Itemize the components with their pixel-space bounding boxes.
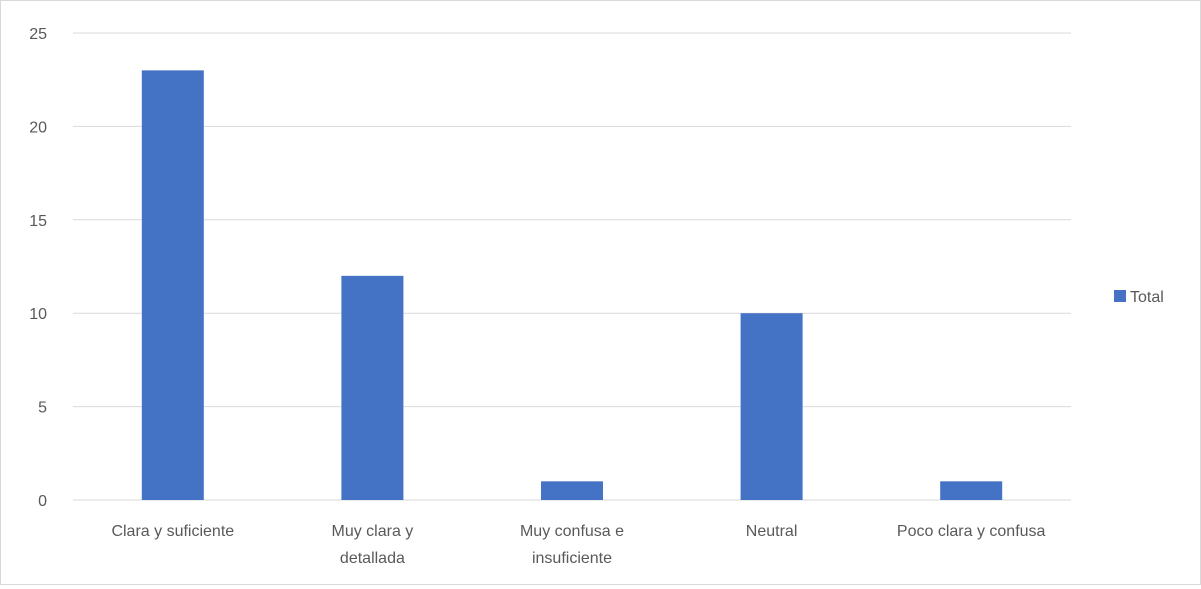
bar-2: [341, 275, 404, 500]
y-tick-label: 15: [29, 213, 47, 230]
y-tick-label: 25: [29, 26, 47, 43]
y-tick-label: 20: [29, 119, 47, 136]
y-tick-label: 10: [29, 306, 47, 323]
bar-1: [141, 70, 204, 501]
bar-3: [541, 481, 603, 500]
legend-swatch: [1114, 290, 1126, 302]
y-tick-label: 0: [38, 493, 47, 510]
y-tick-label: 5: [38, 400, 47, 417]
bar-4: [740, 313, 803, 500]
x-tick-label: Muy clara y detallada: [332, 523, 414, 567]
bar-5: [940, 481, 1003, 500]
x-tick-label: Muy confusa e insuficiente: [520, 523, 624, 567]
x-tick-label: Clara y suficiente: [111, 523, 234, 540]
legend-label: Total: [1130, 289, 1164, 306]
x-tick-label: Poco clara y confusa: [897, 523, 1046, 540]
x-tick-label: Neutral: [746, 523, 798, 540]
